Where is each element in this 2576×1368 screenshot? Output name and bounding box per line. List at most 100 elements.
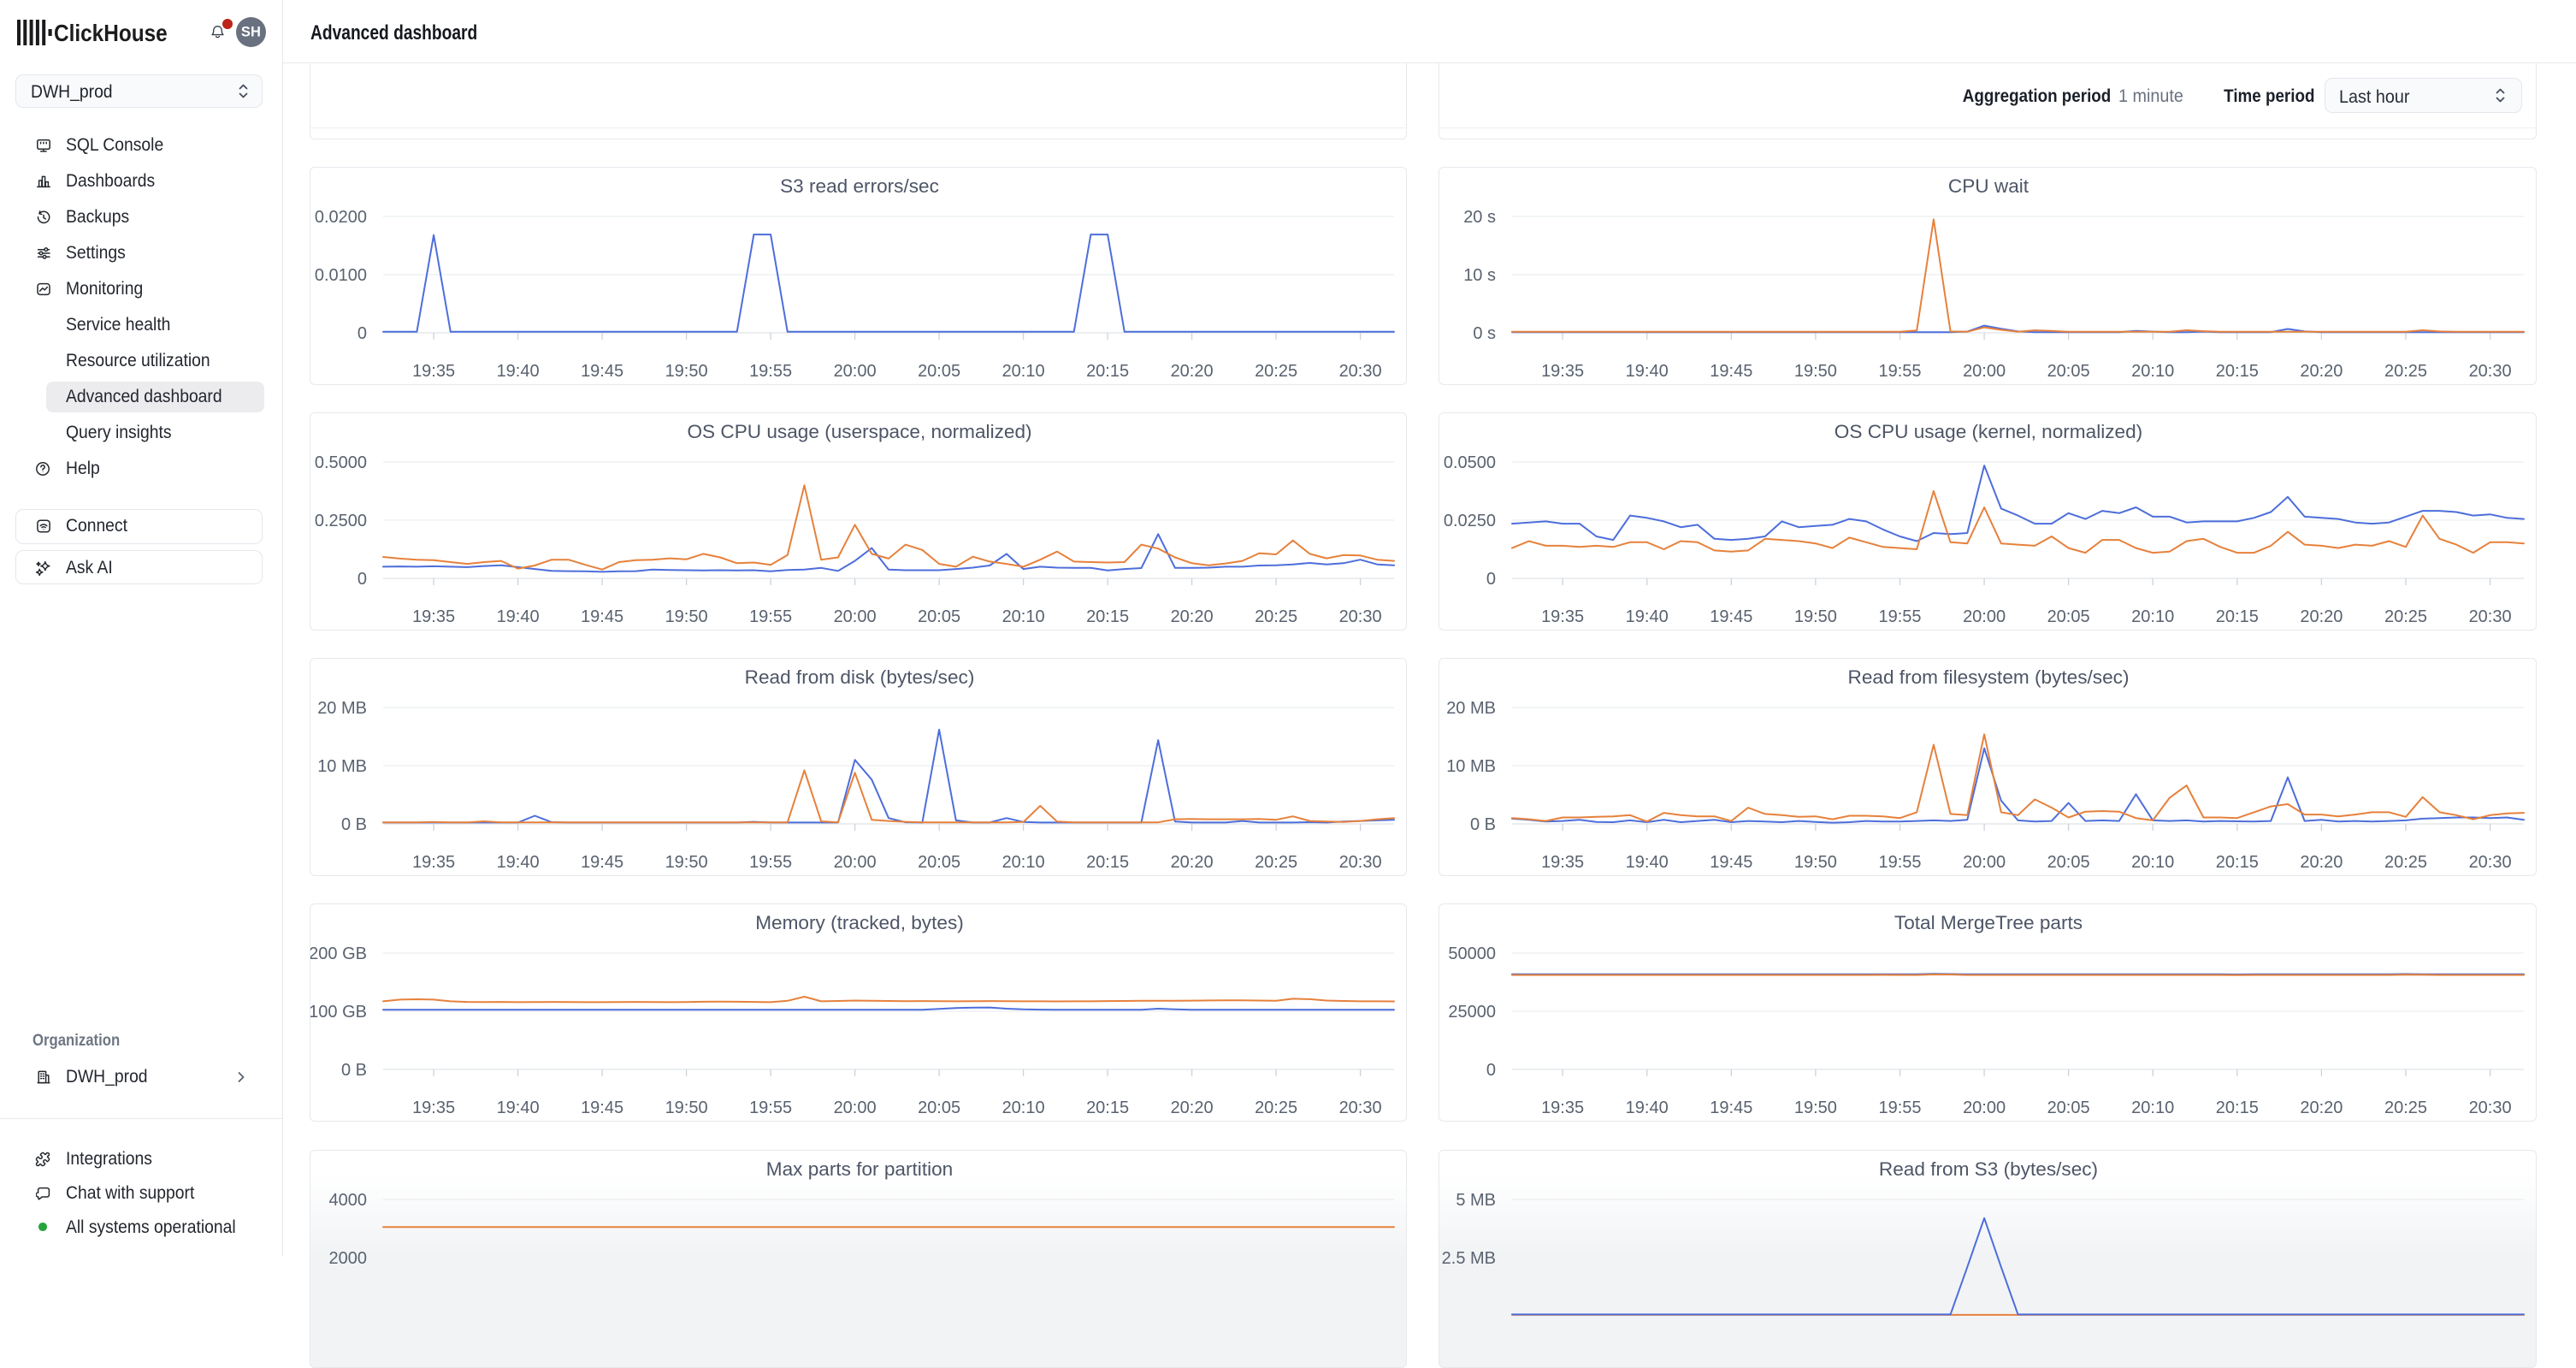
svg-text:20:05: 20:05: [2047, 1099, 2090, 1117]
svg-text:19:35: 19:35: [1541, 853, 1584, 872]
svg-text:20:25: 20:25: [1255, 362, 1297, 381]
svg-text:20:05: 20:05: [2047, 607, 2090, 626]
svg-text:20:15: 20:15: [1086, 1099, 1129, 1117]
svg-text:20:20: 20:20: [1171, 607, 1214, 626]
svg-text:Read from S3 (bytes/sec): Read from S3 (bytes/sec): [1879, 1158, 2098, 1180]
svg-text:19:55: 19:55: [749, 1099, 792, 1117]
svg-text:19:40: 19:40: [1626, 1099, 1669, 1117]
svg-text:20:30: 20:30: [1339, 853, 1382, 872]
svg-text:20 s: 20 s: [1463, 208, 1496, 227]
svg-text:19:45: 19:45: [1710, 1099, 1752, 1117]
svg-text:19:35: 19:35: [1541, 1099, 1584, 1117]
svg-text:20:30: 20:30: [1339, 607, 1382, 626]
svg-text:19:40: 19:40: [1626, 362, 1669, 381]
svg-text:19:45: 19:45: [1710, 362, 1752, 381]
svg-text:20:15: 20:15: [2216, 607, 2259, 626]
svg-text:0.2500: 0.2500: [315, 512, 367, 530]
svg-text:20:30: 20:30: [1339, 362, 1382, 381]
svg-text:20:25: 20:25: [1255, 853, 1297, 872]
svg-text:Total MergeTree parts: Total MergeTree parts: [1894, 912, 2083, 933]
svg-text:19:45: 19:45: [581, 853, 623, 872]
svg-text:19:35: 19:35: [412, 853, 455, 872]
svg-text:0.0250: 0.0250: [1444, 512, 1496, 530]
svg-text:20:30: 20:30: [1339, 1099, 1382, 1117]
svg-text:10 MB: 10 MB: [1446, 757, 1496, 776]
svg-text:Read from filesystem (bytes/se: Read from filesystem (bytes/sec): [1848, 666, 2130, 688]
svg-text:20:20: 20:20: [2300, 362, 2343, 381]
svg-text:20:10: 20:10: [2131, 362, 2174, 381]
svg-text:19:35: 19:35: [1541, 362, 1584, 381]
svg-text:20 MB: 20 MB: [1446, 699, 1496, 718]
svg-text:20:05: 20:05: [918, 362, 960, 381]
svg-text:20:00: 20:00: [1963, 1099, 2006, 1117]
svg-text:200 GB: 200 GB: [310, 945, 367, 963]
svg-text:19:50: 19:50: [1794, 607, 1837, 626]
svg-text:19:35: 19:35: [412, 1099, 455, 1117]
svg-text:19:55: 19:55: [1878, 607, 1921, 626]
svg-text:19:50: 19:50: [665, 362, 708, 381]
svg-text:20:00: 20:00: [834, 853, 877, 872]
svg-text:20:20: 20:20: [2300, 853, 2343, 872]
svg-text:0.0100: 0.0100: [315, 266, 367, 285]
svg-text:20:25: 20:25: [1255, 607, 1297, 626]
svg-text:20:15: 20:15: [1086, 853, 1129, 872]
svg-text:20:00: 20:00: [834, 607, 877, 626]
svg-text:0: 0: [1486, 1061, 1496, 1080]
svg-text:0.0500: 0.0500: [1444, 453, 1496, 472]
svg-text:0.5000: 0.5000: [315, 453, 367, 472]
svg-text:20:05: 20:05: [2047, 362, 2090, 381]
svg-text:20 MB: 20 MB: [317, 699, 367, 718]
svg-text:0 B: 0 B: [341, 815, 367, 834]
svg-text:19:45: 19:45: [1710, 607, 1752, 626]
svg-text:10 MB: 10 MB: [317, 757, 367, 776]
svg-text:19:40: 19:40: [1626, 853, 1669, 872]
svg-text:0: 0: [357, 570, 367, 589]
svg-text:19:45: 19:45: [581, 1099, 623, 1117]
svg-text:20:05: 20:05: [2047, 853, 2090, 872]
svg-text:10 s: 10 s: [1463, 266, 1496, 285]
svg-text:S3 read errors/sec: S3 read errors/sec: [780, 175, 939, 197]
svg-text:20:05: 20:05: [918, 853, 960, 872]
svg-text:20:30: 20:30: [2469, 362, 2512, 381]
svg-text:19:50: 19:50: [665, 607, 708, 626]
svg-text:20:10: 20:10: [2131, 1099, 2174, 1117]
svg-text:100 GB: 100 GB: [310, 1003, 367, 1022]
svg-text:19:50: 19:50: [665, 853, 708, 872]
svg-text:19:40: 19:40: [497, 853, 540, 872]
svg-text:20:25: 20:25: [2384, 1099, 2427, 1117]
svg-text:20:25: 20:25: [2384, 607, 2427, 626]
svg-text:20:25: 20:25: [2384, 362, 2427, 381]
svg-text:20:30: 20:30: [2469, 607, 2512, 626]
svg-text:19:45: 19:45: [1710, 853, 1752, 872]
svg-text:CPU wait: CPU wait: [1948, 175, 2029, 197]
svg-text:Memory (tracked, bytes): Memory (tracked, bytes): [755, 912, 964, 933]
svg-text:20:20: 20:20: [1171, 853, 1214, 872]
svg-text:20:05: 20:05: [918, 607, 960, 626]
svg-text:20:25: 20:25: [1255, 1099, 1297, 1117]
svg-text:0: 0: [357, 324, 367, 343]
svg-text:0.0200: 0.0200: [315, 208, 367, 227]
svg-text:0 s: 0 s: [1473, 324, 1496, 343]
svg-text:19:55: 19:55: [1878, 362, 1921, 381]
svg-text:19:50: 19:50: [1794, 362, 1837, 381]
svg-text:19:55: 19:55: [749, 853, 792, 872]
svg-text:25000: 25000: [1448, 1003, 1496, 1022]
svg-text:20:00: 20:00: [834, 362, 877, 381]
svg-text:0: 0: [1486, 570, 1496, 589]
svg-text:20:00: 20:00: [1963, 362, 2006, 381]
svg-text:5 MB: 5 MB: [1456, 1191, 1496, 1210]
svg-text:19:50: 19:50: [1794, 1099, 1837, 1117]
svg-text:19:50: 19:50: [665, 1099, 708, 1117]
svg-text:20:15: 20:15: [2216, 1099, 2259, 1117]
svg-text:2.5 MB: 2.5 MB: [1442, 1249, 1496, 1268]
svg-text:19:40: 19:40: [497, 1099, 540, 1117]
svg-text:OS CPU usage (userspace, norma: OS CPU usage (userspace, normalized): [687, 421, 1031, 442]
svg-text:20:10: 20:10: [2131, 853, 2174, 872]
svg-text:OS CPU usage (kernel, normaliz: OS CPU usage (kernel, normalized): [1835, 421, 2142, 442]
svg-text:20:30: 20:30: [2469, 853, 2512, 872]
svg-text:20:05: 20:05: [918, 1099, 960, 1117]
svg-text:Read from disk (bytes/sec): Read from disk (bytes/sec): [745, 666, 975, 688]
svg-text:20:10: 20:10: [1002, 607, 1045, 626]
svg-text:20:20: 20:20: [1171, 362, 1214, 381]
svg-text:20:30: 20:30: [2469, 1099, 2512, 1117]
